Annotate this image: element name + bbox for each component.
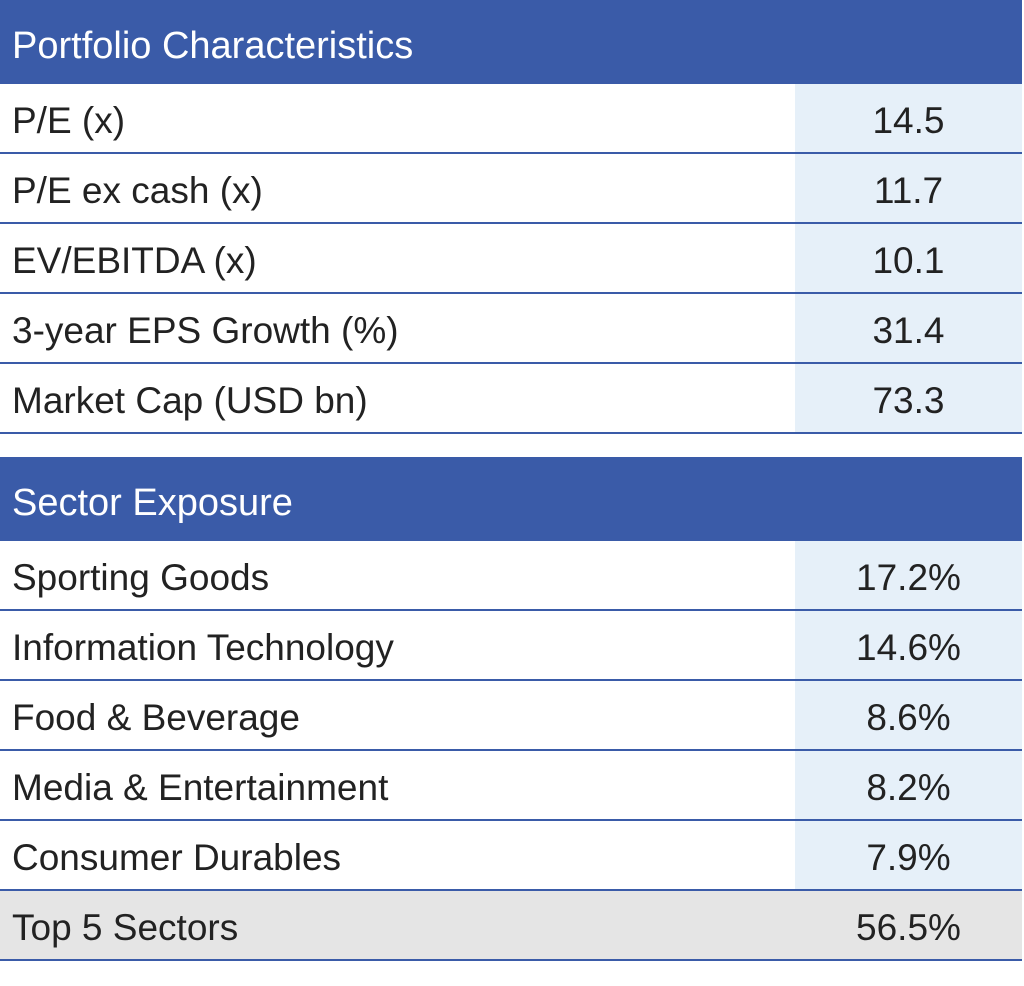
portfolio-characteristics-title: Portfolio Characteristics <box>12 24 414 67</box>
sector-exposure-title: Sector Exposure <box>12 481 293 524</box>
row-label: 3-year EPS Growth (%) <box>12 310 399 351</box>
table-row: 3-year EPS Growth (%) 31.4 <box>0 294 1022 364</box>
row-label: Media & Entertainment <box>12 767 389 808</box>
table-row: Sporting Goods 17.2% <box>0 541 1022 611</box>
table-row: Media & Entertainment 8.2% <box>0 751 1022 821</box>
row-label: Sporting Goods <box>12 557 270 598</box>
row-value: 14.6% <box>795 611 1022 679</box>
row-label: P/E ex cash (x) <box>12 170 263 211</box>
row-value: 10.1 <box>795 224 1022 292</box>
row-value: 14.5 <box>795 84 1022 152</box>
table-row: EV/EBITDA (x) 10.1 <box>0 224 1022 294</box>
table-row: Market Cap (USD bn) 73.3 <box>0 364 1022 434</box>
portfolio-characteristics-header: Portfolio Characteristics <box>0 0 1022 84</box>
row-value: 8.6% <box>795 681 1022 749</box>
row-value: 17.2% <box>795 541 1022 609</box>
row-label: Consumer Durables <box>12 837 342 878</box>
table-row: Food & Beverage 8.6% <box>0 681 1022 751</box>
row-value: 11.7 <box>795 154 1022 222</box>
table-row: P/E (x) 14.5 <box>0 84 1022 154</box>
total-row: Top 5 Sectors 56.5% <box>0 891 1022 961</box>
row-label: Information Technology <box>12 627 394 668</box>
row-label: Market Cap (USD bn) <box>12 380 368 421</box>
row-value: 8.2% <box>795 751 1022 819</box>
table-row: Information Technology 14.6% <box>0 611 1022 681</box>
total-value: 56.5% <box>795 891 1022 959</box>
total-label: Top 5 Sectors <box>12 907 239 948</box>
row-value: 31.4 <box>795 294 1022 362</box>
row-value: 73.3 <box>795 364 1022 432</box>
sector-exposure-header: Sector Exposure <box>0 457 1022 541</box>
row-value: 7.9% <box>795 821 1022 889</box>
row-label: P/E (x) <box>12 100 126 141</box>
row-label: Food & Beverage <box>12 697 300 738</box>
row-label: EV/EBITDA (x) <box>12 240 257 281</box>
table-row: Consumer Durables 7.9% <box>0 821 1022 891</box>
table-row: P/E ex cash (x) 11.7 <box>0 154 1022 224</box>
